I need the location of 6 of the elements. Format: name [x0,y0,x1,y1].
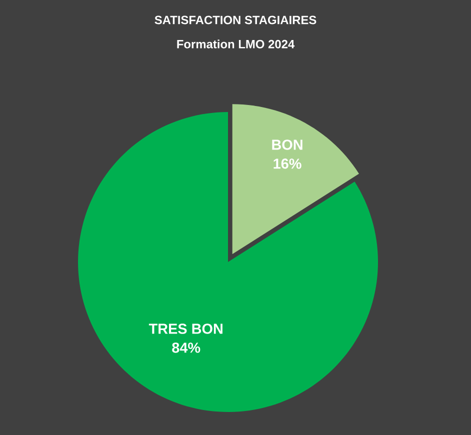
slice-label: TRES BON [148,324,222,334]
data-label: 16% [274,158,302,169]
chart-subtitle: Formation LMO 2024 [177,40,295,48]
slice-label: BON [272,140,302,150]
data-label: 84% [172,342,200,353]
chart-title: SATISFACTION STAGIAIRES [154,16,316,24]
